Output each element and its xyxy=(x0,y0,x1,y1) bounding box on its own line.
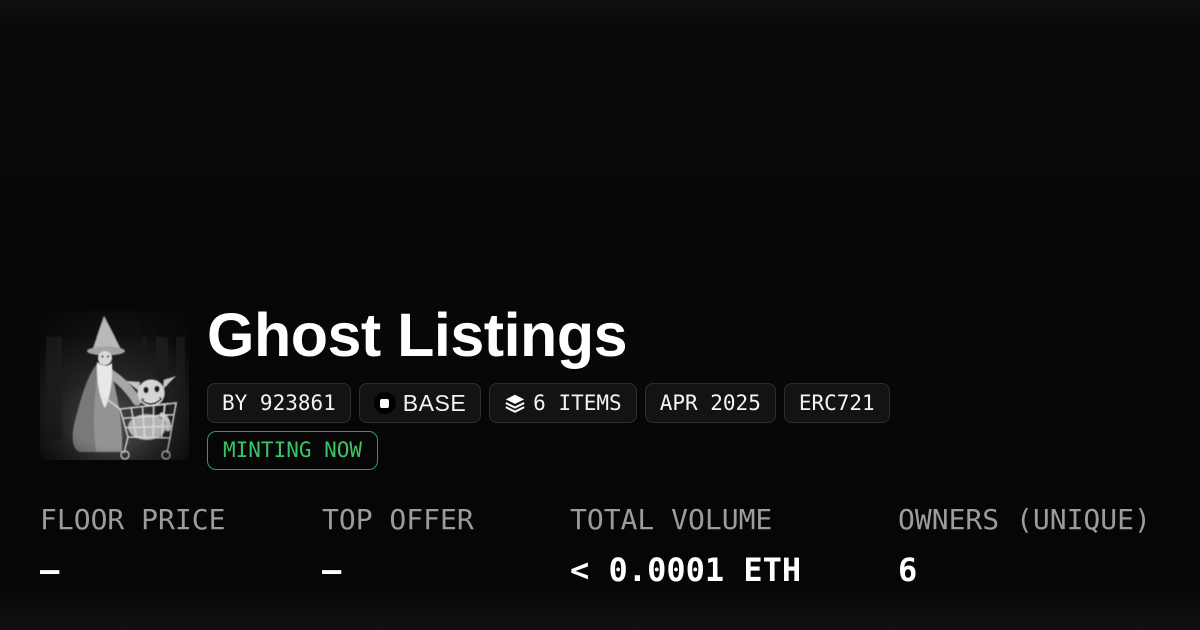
stat-value: < 0.0001 ETH xyxy=(570,551,802,589)
creator-badge-label: BY 923861 xyxy=(222,390,336,415)
items-badge-label: 6 ITEMS xyxy=(533,390,622,415)
wizard-cart-goblin-illustration xyxy=(40,311,189,460)
chain-badge-label: BASE xyxy=(402,389,467,416)
token-standard-badge[interactable]: ERC721 xyxy=(783,383,890,423)
page-title: Ghost Listings xyxy=(207,301,628,369)
stat-label: TOTAL VOLUME xyxy=(570,503,773,536)
minting-status-badge: MINTING NOW xyxy=(207,431,379,470)
items-badge[interactable]: 6 ITEMS xyxy=(489,383,637,423)
date-badge[interactable]: APR 2025 xyxy=(644,383,776,423)
stat-value: – xyxy=(40,551,60,589)
stat-label: FLOOR PRICE xyxy=(40,503,226,536)
date-badge-label: APR 2025 xyxy=(659,390,761,415)
creator-badge[interactable]: BY 923861 xyxy=(207,383,351,423)
stat-total-volume: TOTAL VOLUME < 0.0001 ETH xyxy=(570,503,802,589)
badge-row: BY 923861 BASE 6 ITEMS APR 2025 ERC721 xyxy=(207,383,890,423)
stat-value: – xyxy=(322,551,342,589)
minting-status-label: MINTING NOW xyxy=(223,438,363,462)
stat-label: OWNERS (UNIQUE) xyxy=(898,503,1151,536)
stat-owners-unique: OWNERS (UNIQUE) 6 xyxy=(898,503,1151,589)
collection-thumbnail[interactable] xyxy=(40,311,189,460)
stat-value: 6 xyxy=(898,551,918,589)
stat-label: TOP OFFER xyxy=(322,503,474,536)
base-icon xyxy=(373,392,396,414)
stat-floor-price: FLOOR PRICE – xyxy=(40,503,226,589)
token-standard-badge-label: ERC721 xyxy=(798,390,875,415)
chain-badge[interactable]: BASE xyxy=(358,383,482,423)
stat-top-offer: TOP OFFER – xyxy=(322,503,474,589)
layers-icon xyxy=(505,394,525,413)
